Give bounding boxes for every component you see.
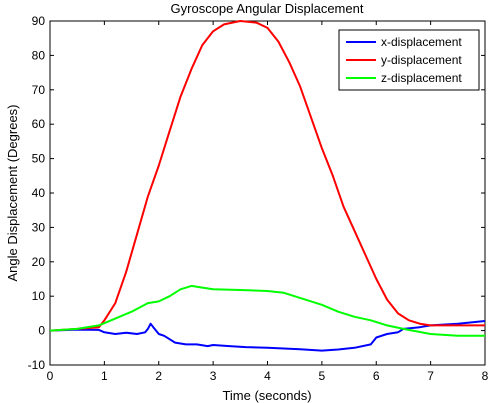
x-axis-label: Time (seconds) xyxy=(222,388,311,403)
series-layer xyxy=(49,20,486,352)
x-tick-label: 6 xyxy=(373,369,380,383)
legend: x-displacement y-displacement z-displaceme… xyxy=(338,29,480,91)
x-tick-label: 8 xyxy=(482,369,489,383)
legend-label: z-displacement xyxy=(381,71,462,85)
y-tick-label: 10 xyxy=(32,289,46,303)
y-tick-label: 20 xyxy=(32,255,46,269)
y-tick-label: 80 xyxy=(32,48,46,62)
y-tick-label: 30 xyxy=(32,220,46,234)
y-tick-label: 50 xyxy=(32,152,46,166)
x-tick-label: 0 xyxy=(47,369,54,383)
series-line-x-displacement xyxy=(49,320,486,352)
y-tick-label: 70 xyxy=(32,83,46,97)
x-tick-label: 2 xyxy=(155,369,162,383)
legend-label: y-displacement xyxy=(381,53,462,67)
series-line-y-displacement xyxy=(49,20,485,332)
y-tick-label: 90 xyxy=(32,14,46,28)
y-tick-label: 60 xyxy=(32,117,46,131)
y-tick-label: -10 xyxy=(28,358,46,372)
legend-items: x-displacement y-displacement z-displaceme… xyxy=(346,35,462,85)
chart-title: Gyroscope Angular Displacement xyxy=(171,1,364,16)
x-tick-label: 5 xyxy=(319,369,326,383)
y-tick-label: 40 xyxy=(32,186,46,200)
legend-label: x-displacement xyxy=(381,35,462,49)
x-tick-label: 7 xyxy=(427,369,434,383)
x-axis: 0 1 2 3 4 5 6 7 8 xyxy=(47,21,489,383)
x-tick-label: 4 xyxy=(264,369,271,383)
y-axis-label: Angle Displacement (Degrees) xyxy=(5,104,20,281)
y-axis: -10 0 10 20 30 40 50 60 70 80 90 xyxy=(28,14,485,372)
y-tick-label: 0 xyxy=(38,324,45,338)
x-tick-label: 1 xyxy=(101,369,108,383)
x-tick-label: 3 xyxy=(210,369,217,383)
series-line-z-displacement xyxy=(49,284,485,337)
